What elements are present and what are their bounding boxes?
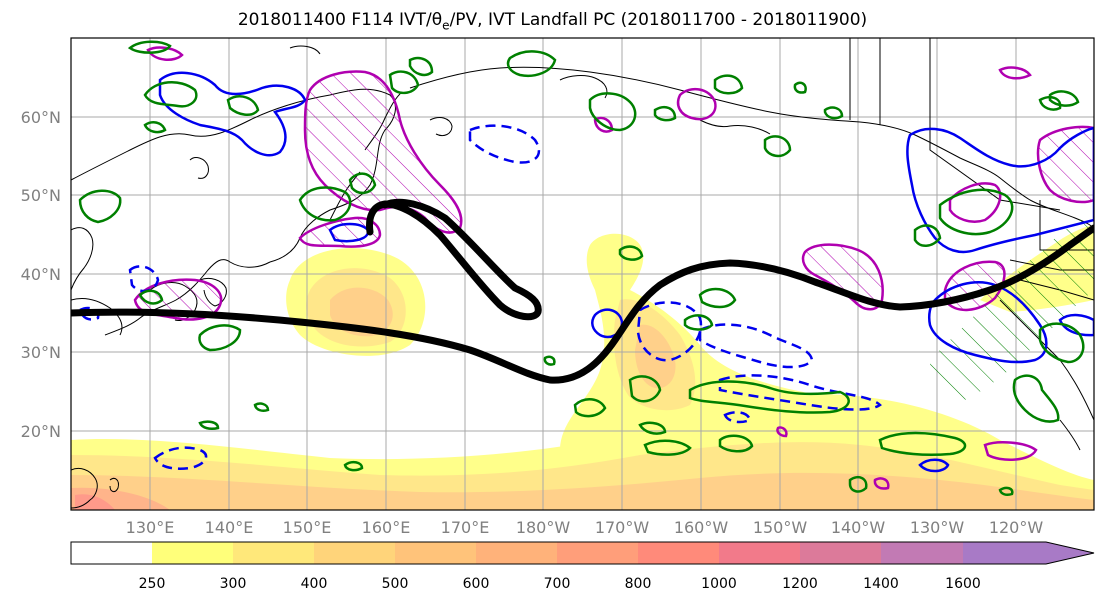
theta-e-contours <box>78 40 1085 497</box>
colorbar-swatch-2 <box>233 542 314 564</box>
colorbar-swatch-5 <box>476 542 557 564</box>
lat-tick-30: 30°N <box>21 343 61 362</box>
colorbar-label-700: 700 <box>544 576 571 592</box>
colorbar-swatch-10 <box>881 542 963 564</box>
colorbar-label-1400: 1400 <box>863 576 899 592</box>
lon-tick-140w: 140°W <box>831 518 886 537</box>
colorbar-label-1200: 1200 <box>782 576 818 592</box>
lat-tick-60: 60°N <box>21 108 61 127</box>
colorbar-label-1000: 1000 <box>701 576 737 592</box>
colorbar-outline <box>70 541 1095 565</box>
lon-tick-150w: 150°W <box>753 518 808 537</box>
lon-tick-180w: 180°W <box>516 518 571 537</box>
colorbar-extend-arrow <box>963 542 1094 564</box>
colorbar-swatch-9 <box>800 542 881 564</box>
jet-axis-loop <box>366 198 542 321</box>
colorbar-swatch-8 <box>719 542 800 564</box>
lon-tick-140e: 140°E <box>205 518 254 537</box>
lon-tick-150e: 150°E <box>283 518 332 537</box>
lon-tick-130e: 130°E <box>126 518 175 537</box>
colorbar-label-1600: 1600 <box>945 576 981 592</box>
colorbar-swatch-0 <box>71 542 152 564</box>
colorbar-swatch-1 <box>152 542 233 564</box>
colorbar-label-250: 250 <box>139 576 166 592</box>
jet-axis-line <box>71 224 1094 384</box>
lon-tick-labels: 130°E 140°E 150°E 160°E 170°E 180°W 170°… <box>126 518 1044 537</box>
lon-tick-170e: 170°E <box>441 518 490 537</box>
graticule <box>71 38 1094 510</box>
map-panel <box>71 38 1094 510</box>
lon-tick-170w: 170°W <box>595 518 650 537</box>
colorbar-label-400: 400 <box>301 576 328 592</box>
colorbar-label-800: 800 <box>625 576 652 592</box>
lon-tick-130w: 130°W <box>910 518 965 537</box>
lon-tick-160e: 160°E <box>362 518 411 537</box>
lat-tick-labels: 60°N 50°N 40°N 30°N 20°N <box>21 108 61 441</box>
colorbar-swatch-3 <box>314 542 395 564</box>
colorbar-label-300: 300 <box>220 576 247 592</box>
colorbar-label-600: 600 <box>463 576 490 592</box>
colorbar: 250 300 400 500 600 700 800 1000 1200 14… <box>70 541 1095 592</box>
lat-tick-50: 50°N <box>21 186 61 205</box>
colorbar-swatch-4 <box>395 542 476 564</box>
colorbar-swatch-7 <box>638 542 719 564</box>
map-title: 2018011400 F114 IVT/θe/PV, IVT Landfall … <box>237 10 868 33</box>
lat-tick-40: 40°N <box>21 265 61 284</box>
lat-tick-20: 20°N <box>21 422 61 441</box>
colorbar-swatch-6 <box>557 542 638 564</box>
lon-tick-160w: 160°W <box>674 518 729 537</box>
lon-tick-120w: 120°W <box>989 518 1044 537</box>
map-frame <box>70 37 1095 511</box>
colorbar-label-500: 500 <box>382 576 409 592</box>
